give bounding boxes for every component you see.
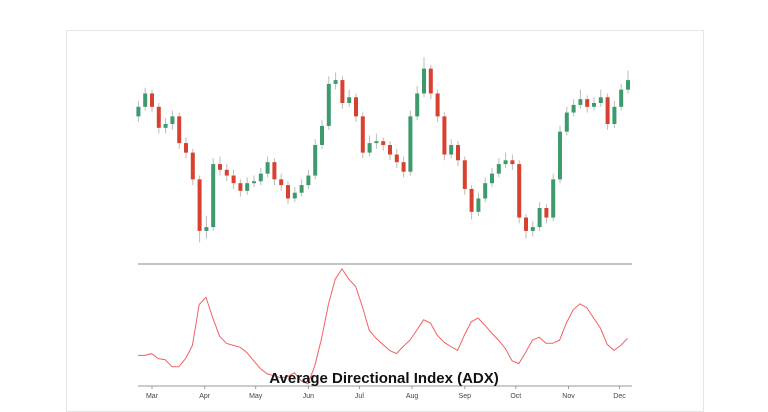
candle-body [585, 99, 590, 107]
candle-body [190, 152, 195, 180]
candle-body [517, 164, 522, 218]
candle-body [272, 162, 277, 180]
candle-body [394, 154, 399, 163]
candle-body [530, 227, 535, 231]
candle-body [381, 141, 386, 145]
candle-body [415, 93, 420, 117]
x-tick-label: Jul [355, 393, 364, 400]
candle-body [150, 93, 154, 107]
candle-body [286, 185, 290, 199]
candle-body [238, 183, 243, 191]
candle-body [605, 97, 610, 124]
candle-body [537, 208, 542, 228]
candle-body [408, 116, 413, 172]
adx-title: Average Directional Index (ADX) [269, 370, 499, 387]
candle-body [571, 104, 576, 113]
candle-body [524, 217, 528, 231]
candle-body [510, 160, 515, 165]
candle-body [224, 169, 229, 176]
x-tick-label: Nov [562, 393, 575, 400]
candle-body [490, 173, 494, 184]
candle-body [449, 145, 454, 155]
candle-body [204, 227, 209, 231]
x-tick-label: Apr [199, 393, 211, 400]
candle-body [218, 164, 222, 170]
candle-body [252, 181, 256, 184]
candle-body [612, 106, 617, 124]
candle-body [564, 112, 569, 132]
candle-body [299, 185, 304, 193]
x-tick-label: Sep [459, 393, 472, 400]
candle-body [476, 198, 481, 212]
candle-body [354, 97, 358, 117]
candle-body [456, 145, 460, 161]
adx-line [138, 267, 628, 385]
candle-body [340, 80, 345, 103]
candle-body [177, 116, 182, 144]
x-tick-label: Mar [146, 393, 159, 400]
candle-body [442, 116, 447, 155]
candle-body [306, 175, 311, 186]
candle-body [503, 160, 508, 165]
candle-body [333, 80, 338, 84]
candle-body [544, 208, 549, 218]
candle-body [156, 106, 161, 128]
candle-body [292, 192, 297, 199]
candle-body [170, 116, 175, 124]
candle-body [245, 183, 250, 191]
candle-body [483, 183, 488, 199]
candle-body [258, 173, 263, 182]
candle-body [367, 143, 372, 153]
candle-body [320, 125, 324, 145]
candle-body [211, 164, 216, 228]
candle-body [197, 179, 202, 231]
candle-body [401, 162, 406, 172]
x-tick-label: Oct [510, 393, 521, 400]
candle-body [326, 83, 331, 126]
candle-body [265, 162, 270, 174]
candle-body [388, 145, 392, 155]
candle-body [143, 93, 148, 107]
candle-body [619, 89, 624, 107]
x-tick-label: Jun [303, 393, 314, 400]
candle-body [231, 175, 236, 184]
x-tick-label: Aug [406, 393, 419, 400]
chart-card [66, 30, 704, 412]
candle-body [374, 141, 379, 144]
candle-body [428, 68, 433, 94]
candle-body [435, 93, 440, 117]
candle-body [592, 103, 596, 107]
candle-body [347, 97, 352, 103]
candle-body [598, 97, 603, 103]
candle-body [496, 164, 501, 174]
x-tick-label: Dec [613, 393, 626, 400]
candle-body [422, 68, 426, 94]
candle-body [551, 179, 556, 218]
x-tick-label: May [249, 393, 263, 400]
candle-body [279, 179, 284, 186]
candle-body [578, 99, 583, 105]
candle-body [184, 143, 188, 153]
candle-body [163, 124, 168, 128]
candle-body [360, 116, 365, 153]
candle-body [558, 131, 562, 180]
candle-body [469, 188, 474, 212]
candle-body [313, 145, 318, 176]
candle-body [626, 80, 630, 90]
candle-body [136, 106, 141, 117]
candle-body [462, 160, 467, 189]
stock-chart: Mar Apr May Jun Jul Aug Sep Oct Nov Dec [136, 57, 632, 400]
